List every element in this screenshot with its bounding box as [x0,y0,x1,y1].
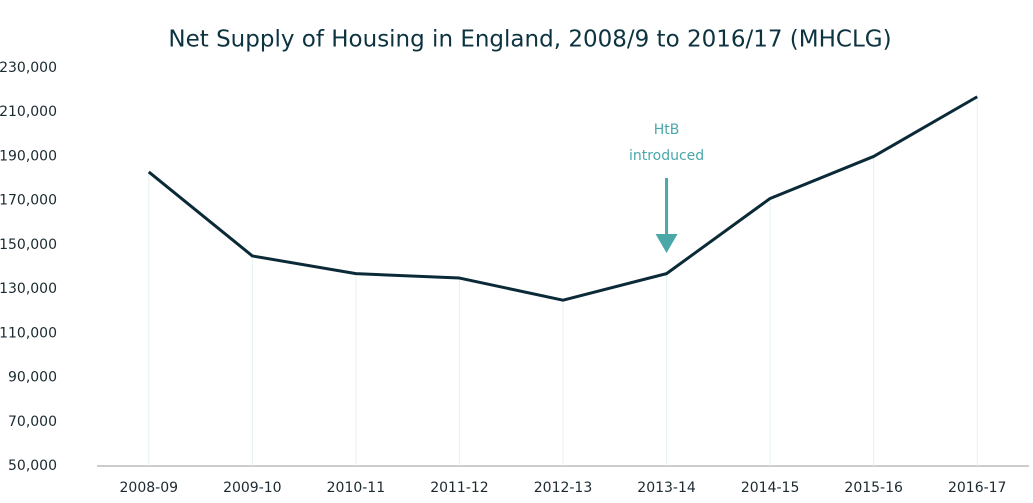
chart-title: Net Supply of Housing in England, 2008/9… [168,27,891,53]
y-tick-label: 210,000 [0,104,57,120]
y-tick-label: 130,000 [0,281,57,297]
x-tick-label: 2011-12 [430,480,489,496]
y-tick-label: 150,000 [0,237,57,253]
x-tick-label: 2009-10 [223,480,282,496]
x-tick-label: 2016-17 [948,480,1007,496]
x-tick-label: 2008-09 [120,480,179,496]
x-tick-label: 2015-16 [844,480,903,496]
y-tick-label: 50,000 [8,458,57,474]
x-tick-label: 2012-13 [534,480,593,496]
y-tick-label: 230,000 [0,60,57,76]
data-line [147,95,978,302]
y-tick-label: 190,000 [0,148,57,164]
annotation-arrow-head [655,234,678,253]
y-tick-label: 90,000 [8,370,57,386]
y-tick-label: 110,000 [0,325,57,341]
x-tick-label: 2010-11 [327,480,386,496]
annotation-text: introduced [629,148,704,164]
y-tick-label: 170,000 [0,193,57,209]
y-tick-label: 70,000 [8,414,57,430]
annotation-text: HtB [654,122,680,138]
x-tick-label: 2014-15 [741,480,800,496]
x-tick-label: 2013-14 [637,480,696,496]
